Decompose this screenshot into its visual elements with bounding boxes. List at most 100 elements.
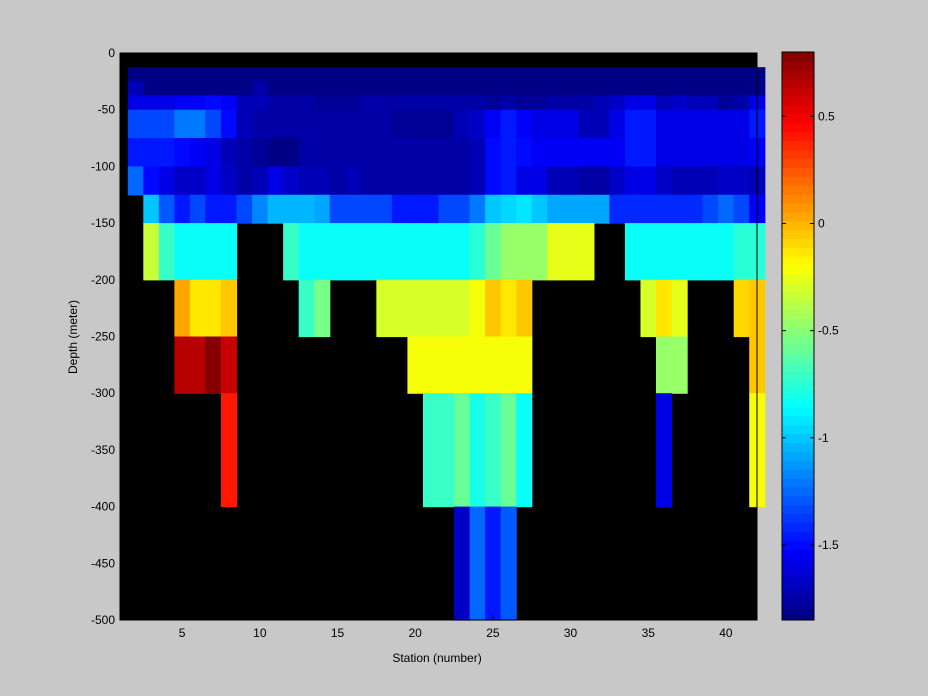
heatmap-cell (143, 138, 160, 167)
heatmap-cell (127, 95, 144, 111)
heatmap-cell (189, 194, 207, 224)
heatmap-cell (345, 166, 362, 196)
heatmap-cell (205, 95, 222, 111)
heatmap-cell (267, 109, 284, 139)
heatmap-cell (718, 166, 735, 196)
heatmap-cell (578, 81, 595, 97)
heatmap-cell (547, 81, 564, 97)
heatmap-cell (469, 194, 486, 224)
heatmap-cell (205, 223, 222, 281)
heatmap-cell (485, 393, 502, 508)
heatmap-cell (189, 81, 207, 97)
colorbar-swatch (782, 336, 814, 346)
heatmap-cell (298, 138, 315, 167)
heatmap-cell (298, 223, 315, 281)
colorbar-swatch (782, 540, 814, 550)
heatmap-cell (438, 67, 455, 82)
heatmap-cell (376, 279, 393, 338)
heatmap-cell (454, 95, 471, 111)
heatmap-cell (640, 223, 657, 281)
heatmap-cell (718, 67, 735, 82)
heatmap-cell (687, 223, 704, 281)
heatmap-cell (189, 223, 207, 281)
heatmap-cell (438, 109, 455, 139)
heatmap-cell (174, 194, 191, 224)
heatmap-cell (469, 67, 486, 82)
heatmap-cell (500, 166, 517, 196)
heatmap-plot (120, 53, 766, 621)
heatmap-cell (298, 194, 315, 224)
colorbar-swatch (782, 398, 814, 408)
heatmap-cell (656, 166, 673, 196)
heatmap-cell (516, 336, 533, 394)
heatmap-cell (702, 95, 719, 111)
heatmap-cell (360, 138, 377, 167)
heatmap-cell (438, 166, 455, 196)
heatmap-cell (220, 109, 238, 139)
heatmap-cell (314, 194, 331, 224)
heatmap-cell (593, 67, 611, 82)
heatmap-cell (329, 194, 346, 224)
heatmap-cell (562, 67, 579, 82)
heatmap-cell (500, 223, 517, 281)
heatmap-cell (500, 393, 517, 508)
heatmap-cell (252, 194, 269, 224)
heatmap-cell (252, 138, 269, 167)
y-tick-label: -350 (91, 443, 115, 457)
heatmap-cell (407, 166, 424, 196)
heatmap-cell (531, 166, 548, 196)
heatmap-cell (174, 109, 191, 139)
heatmap-cell (220, 393, 238, 508)
heatmap-cell (376, 109, 393, 139)
heatmap-cell (671, 223, 688, 281)
heatmap-cell (252, 81, 269, 97)
colorbar-swatch (782, 557, 814, 568)
heatmap-cell (718, 138, 735, 167)
colorbar-swatch (782, 291, 814, 302)
colorbar-swatch (782, 176, 814, 186)
heatmap-cell (718, 95, 735, 111)
heatmap-cell (562, 109, 579, 139)
heatmap-cell (298, 109, 315, 139)
heatmap-cell (143, 81, 160, 97)
heatmap-cell (174, 95, 191, 111)
heatmap-cell (252, 95, 269, 111)
y-tick-label: -450 (91, 556, 115, 570)
colorbar-swatch (782, 389, 814, 399)
heatmap-cell (624, 194, 642, 224)
colorbar-swatch (782, 486, 814, 497)
heatmap-cell (624, 95, 642, 111)
heatmap-cell (189, 279, 207, 338)
heatmap-cell (127, 166, 144, 196)
heatmap-cell (656, 138, 673, 167)
heatmap-cell (158, 67, 175, 82)
y-axis-label: Depth (meter) (66, 300, 80, 374)
colorbar-swatch (782, 256, 814, 266)
heatmap-cell (438, 393, 455, 508)
heatmap-cell (220, 81, 238, 97)
heatmap-cell (516, 194, 533, 224)
heatmap-cell (345, 67, 362, 82)
heatmap-cell (578, 194, 595, 224)
heatmap-cell (174, 138, 191, 167)
heatmap-cell (391, 67, 409, 82)
heatmap-cell (469, 138, 486, 167)
heatmap-cell (469, 279, 486, 338)
heatmap-cell (687, 109, 704, 139)
heatmap-cell (252, 67, 269, 82)
heatmap-cell (500, 95, 517, 111)
heatmap-cell (531, 67, 548, 82)
heatmap-cell (702, 138, 719, 167)
y-tick-label: -400 (91, 500, 115, 514)
heatmap-cell (189, 336, 207, 394)
heatmap-cell (422, 138, 440, 167)
colorbar-swatch (782, 495, 814, 506)
heatmap-cell (205, 109, 222, 139)
heatmap-cell (547, 67, 564, 82)
heatmap-cell (329, 81, 346, 97)
heatmap-cell (438, 194, 455, 224)
heatmap-cell (236, 194, 253, 224)
heatmap-cell (174, 81, 191, 97)
heatmap-cell (422, 166, 440, 196)
heatmap-cell (391, 95, 409, 111)
